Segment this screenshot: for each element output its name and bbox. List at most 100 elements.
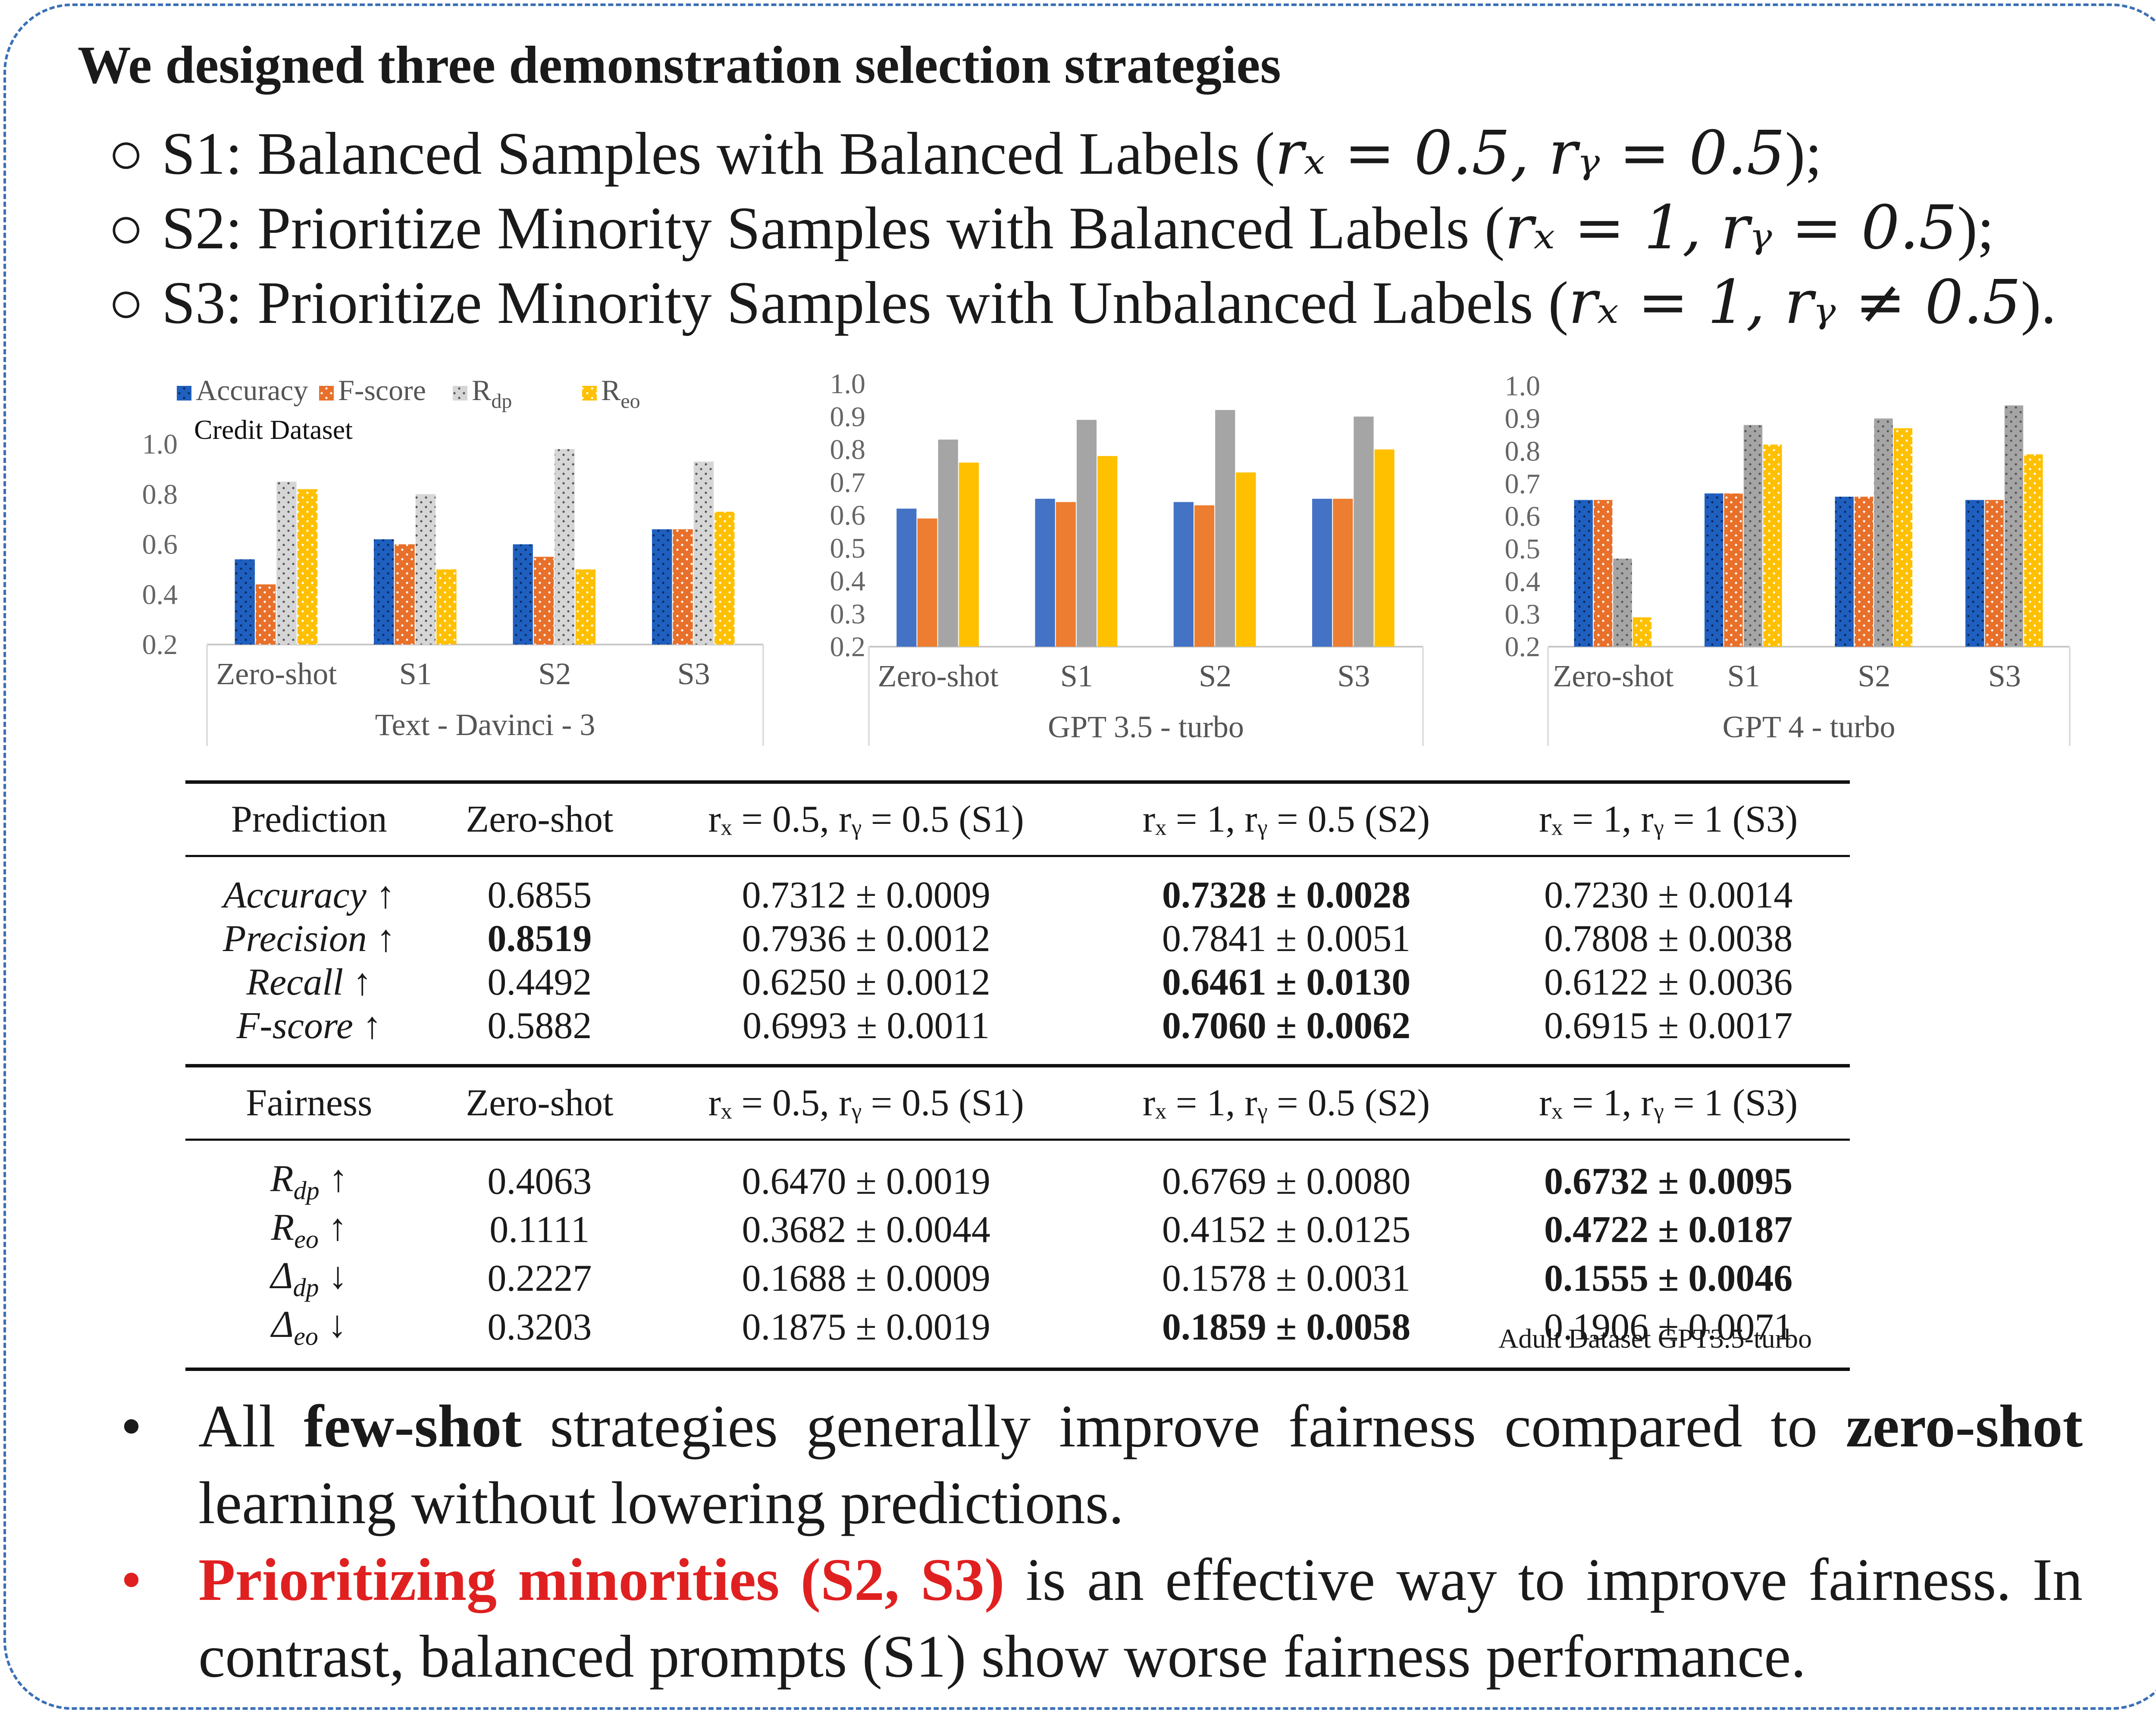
circle-bullet-icon: ○ — [108, 269, 144, 336]
bar-accuracy-s1 — [374, 539, 394, 645]
finding-item: • All few-shot strategies generally impro… — [116, 1388, 2083, 1542]
metric-value: 0.1111 — [489, 1209, 590, 1251]
results-table: Prediction Zero-shot rₓ = 0.5, rᵧ = 0.5 (S… — [185, 780, 1850, 1371]
table-row: Recall ↑ 0.4492 0.6250 ± 0.0012 0.6461 ± 0.… — [185, 961, 1850, 1004]
circle-bullet-icon: ○ — [108, 120, 144, 187]
metric-label: Δeo ↓ — [185, 1302, 433, 1371]
metric-value: 0.1578 ± 0.0031 — [1162, 1257, 1411, 1299]
metric-value: 0.5882 — [487, 1005, 592, 1047]
chart-model-title: GPT 4 - turbo — [1723, 710, 1896, 744]
strategy-end: ); — [1785, 120, 1822, 187]
metric-value: 0.8519 — [487, 918, 592, 960]
y-tick-label: 0.8 — [142, 479, 178, 510]
y-tick-label: 0.9 — [1505, 403, 1541, 435]
x-tick-label: Zero-shot — [878, 659, 999, 693]
legend-swatch — [319, 386, 334, 401]
chart-gpt35: 0.2 0.3 0.4 0.5 0.6 0.7 0.8 0.9 1.0 Zero-shot S1 S2… — [772, 362, 1432, 750]
bar-accuracy-s2 — [1835, 497, 1854, 647]
circle-bullet-icon: ○ — [108, 195, 144, 262]
bar-reo-s2 — [575, 569, 595, 645]
bar-f-score-zero-shot — [1593, 500, 1613, 647]
bullet-dot-icon: • — [121, 1393, 142, 1460]
bar-f-score-zero-shot — [917, 518, 937, 647]
table-row: Δeo ↓ 0.3203 0.1875 ± 0.0019 0.1859 ± 0.005… — [185, 1302, 1850, 1371]
column-header: rₓ = 0.5, rᵧ = 0.5 (S1) — [646, 1066, 1086, 1141]
bar-accuracy-s2 — [1173, 502, 1194, 647]
bar-reo-zero-shot — [959, 463, 979, 647]
y-tick-label: 0.2 — [1505, 631, 1541, 663]
metric-value: 0.6461 ± 0.0130 — [1162, 961, 1411, 1003]
bar-rdp-zero-shot — [1613, 558, 1632, 647]
x-tick-label: S1 — [1060, 659, 1093, 693]
column-header: Zero-shot — [432, 1066, 647, 1141]
column-header: Zero-shot — [432, 782, 647, 857]
finding-text: learning without lowering predictions. — [198, 1470, 1124, 1537]
legend-swatch — [582, 386, 597, 401]
finding-text: All — [198, 1393, 304, 1460]
table-row: Rdp ↑ 0.4063 0.6470 ± 0.0019 0.6769 ± 0.008… — [185, 1140, 1850, 1206]
fairness-section: Fairness Zero-shot rₓ = 0.5, rᵧ = 0.5 (S1)… — [185, 1066, 1850, 1371]
bar-reo-zero-shot — [297, 489, 317, 645]
chart-dataset-label: Credit Dataset — [194, 414, 353, 445]
metric-value: 0.4492 — [487, 961, 592, 1003]
x-tick-label: S3 — [1337, 659, 1370, 693]
column-header: rₓ = 1, rᵧ = 1 (S3) — [1487, 1066, 1850, 1141]
y-tick-label: 0.8 — [830, 434, 866, 466]
finding-text: few-shot — [304, 1393, 522, 1460]
metric-label: Δdp ↓ — [270, 1255, 348, 1302]
metric-value: 0.4152 ± 0.0125 — [1162, 1209, 1411, 1251]
strategy-item-s3: ○ S3: Prioritize Minority Samples with Un… — [108, 266, 2056, 340]
metric-value: 0.3682 ± 0.0044 — [742, 1209, 990, 1251]
y-tick-label: 0.8 — [1505, 435, 1541, 467]
bar-f-score-s2 — [533, 557, 554, 645]
findings-list: • All few-shot strategies generally impro… — [116, 1388, 2083, 1695]
bar-f-score-s1 — [395, 544, 415, 645]
bullet-dot-icon: • — [121, 1546, 142, 1613]
bar-rdp-s2 — [555, 449, 575, 645]
bar-reo-s3 — [1374, 449, 1395, 647]
metric-value: 0.4722 ± 0.0187 — [1544, 1209, 1793, 1251]
bar-rdp-s3 — [1354, 416, 1374, 647]
metric-value: 0.6993 ± 0.0011 — [743, 1005, 990, 1047]
bar-rdp-s2 — [1874, 418, 1893, 647]
metric-value: 0.6915 ± 0.0017 — [1544, 1005, 1793, 1047]
y-tick-label: 1.0 — [142, 429, 178, 460]
chart-gpt4: 0.2 0.3 0.4 0.5 0.6 0.7 0.8 0.9 1.0 Zero-shot S1 S2… — [1449, 362, 2074, 750]
bar-accuracy-zero-shot — [896, 508, 917, 647]
chart-davinci: 0.2 0.4 0.6 0.8 1.0 Zero-shot S1 S2 S3 Text - Dav… — [129, 362, 776, 750]
y-tick-label: 0.6 — [1505, 501, 1541, 532]
strategy-params: rₓ = 0.5, rᵧ = 0.5 — [1275, 118, 1785, 188]
legend-swatch — [453, 386, 467, 401]
strategy-text: S3: Prioritize Minority Samples with Unb… — [162, 269, 1569, 336]
bar-reo-s1 — [1097, 456, 1118, 647]
legend-label: Accuracy — [196, 374, 308, 407]
metric-label: Reo ↑ — [271, 1206, 347, 1254]
legend-label: F-score — [338, 374, 426, 407]
metric-label: Accuracy ↑ — [223, 874, 395, 916]
metric-value: 0.6250 ± 0.0012 — [742, 961, 990, 1003]
strategy-text: S1: Balanced Samples with Balanced Label… — [162, 120, 1275, 187]
y-tick-label: 0.5 — [830, 532, 866, 564]
bar-rdp-s1 — [1076, 419, 1097, 647]
chart-svg: 0.2 0.4 0.6 0.8 1.0 Zero-shot S1 S2 S3 Text - Dav… — [142, 374, 764, 746]
bar-f-score-s3 — [1333, 498, 1353, 647]
metric-value: 0.2227 — [487, 1257, 592, 1299]
bar-rdp-s3 — [693, 461, 714, 645]
column-header: Fairness — [185, 1066, 433, 1141]
x-tick-label: S1 — [399, 657, 432, 691]
strategy-list: ○ S1: Balanced Samples with Balanced Labe… — [108, 116, 2056, 340]
bar-f-score-s1 — [1724, 493, 1743, 647]
y-tick-label: 0.7 — [830, 467, 866, 498]
chart-svg: 0.20.30.40.50.60.70.80.91.0 Zero-shot S1 S2… — [830, 368, 1424, 746]
column-header: rₓ = 0.5, rᵧ = 0.5 (S1) — [646, 782, 1086, 857]
x-tick-label: Zero-shot — [1553, 659, 1673, 693]
y-tick-label: 0.2 — [830, 631, 866, 663]
y-tick-label: 0.5 — [1505, 533, 1541, 565]
strategy-params: rₓ = 1, rᵧ = 0.5 — [1504, 193, 1958, 263]
bar-accuracy-zero-shot — [1574, 500, 1593, 647]
metric-value: 0.7808 ± 0.0038 — [1544, 918, 1793, 960]
strategy-end: ). — [2021, 269, 2056, 336]
bar-reo-s3 — [2024, 454, 2043, 647]
metric-value: 0.6470 ± 0.0019 — [742, 1160, 990, 1202]
metric-value: 0.6769 ± 0.0080 — [1162, 1160, 1411, 1202]
